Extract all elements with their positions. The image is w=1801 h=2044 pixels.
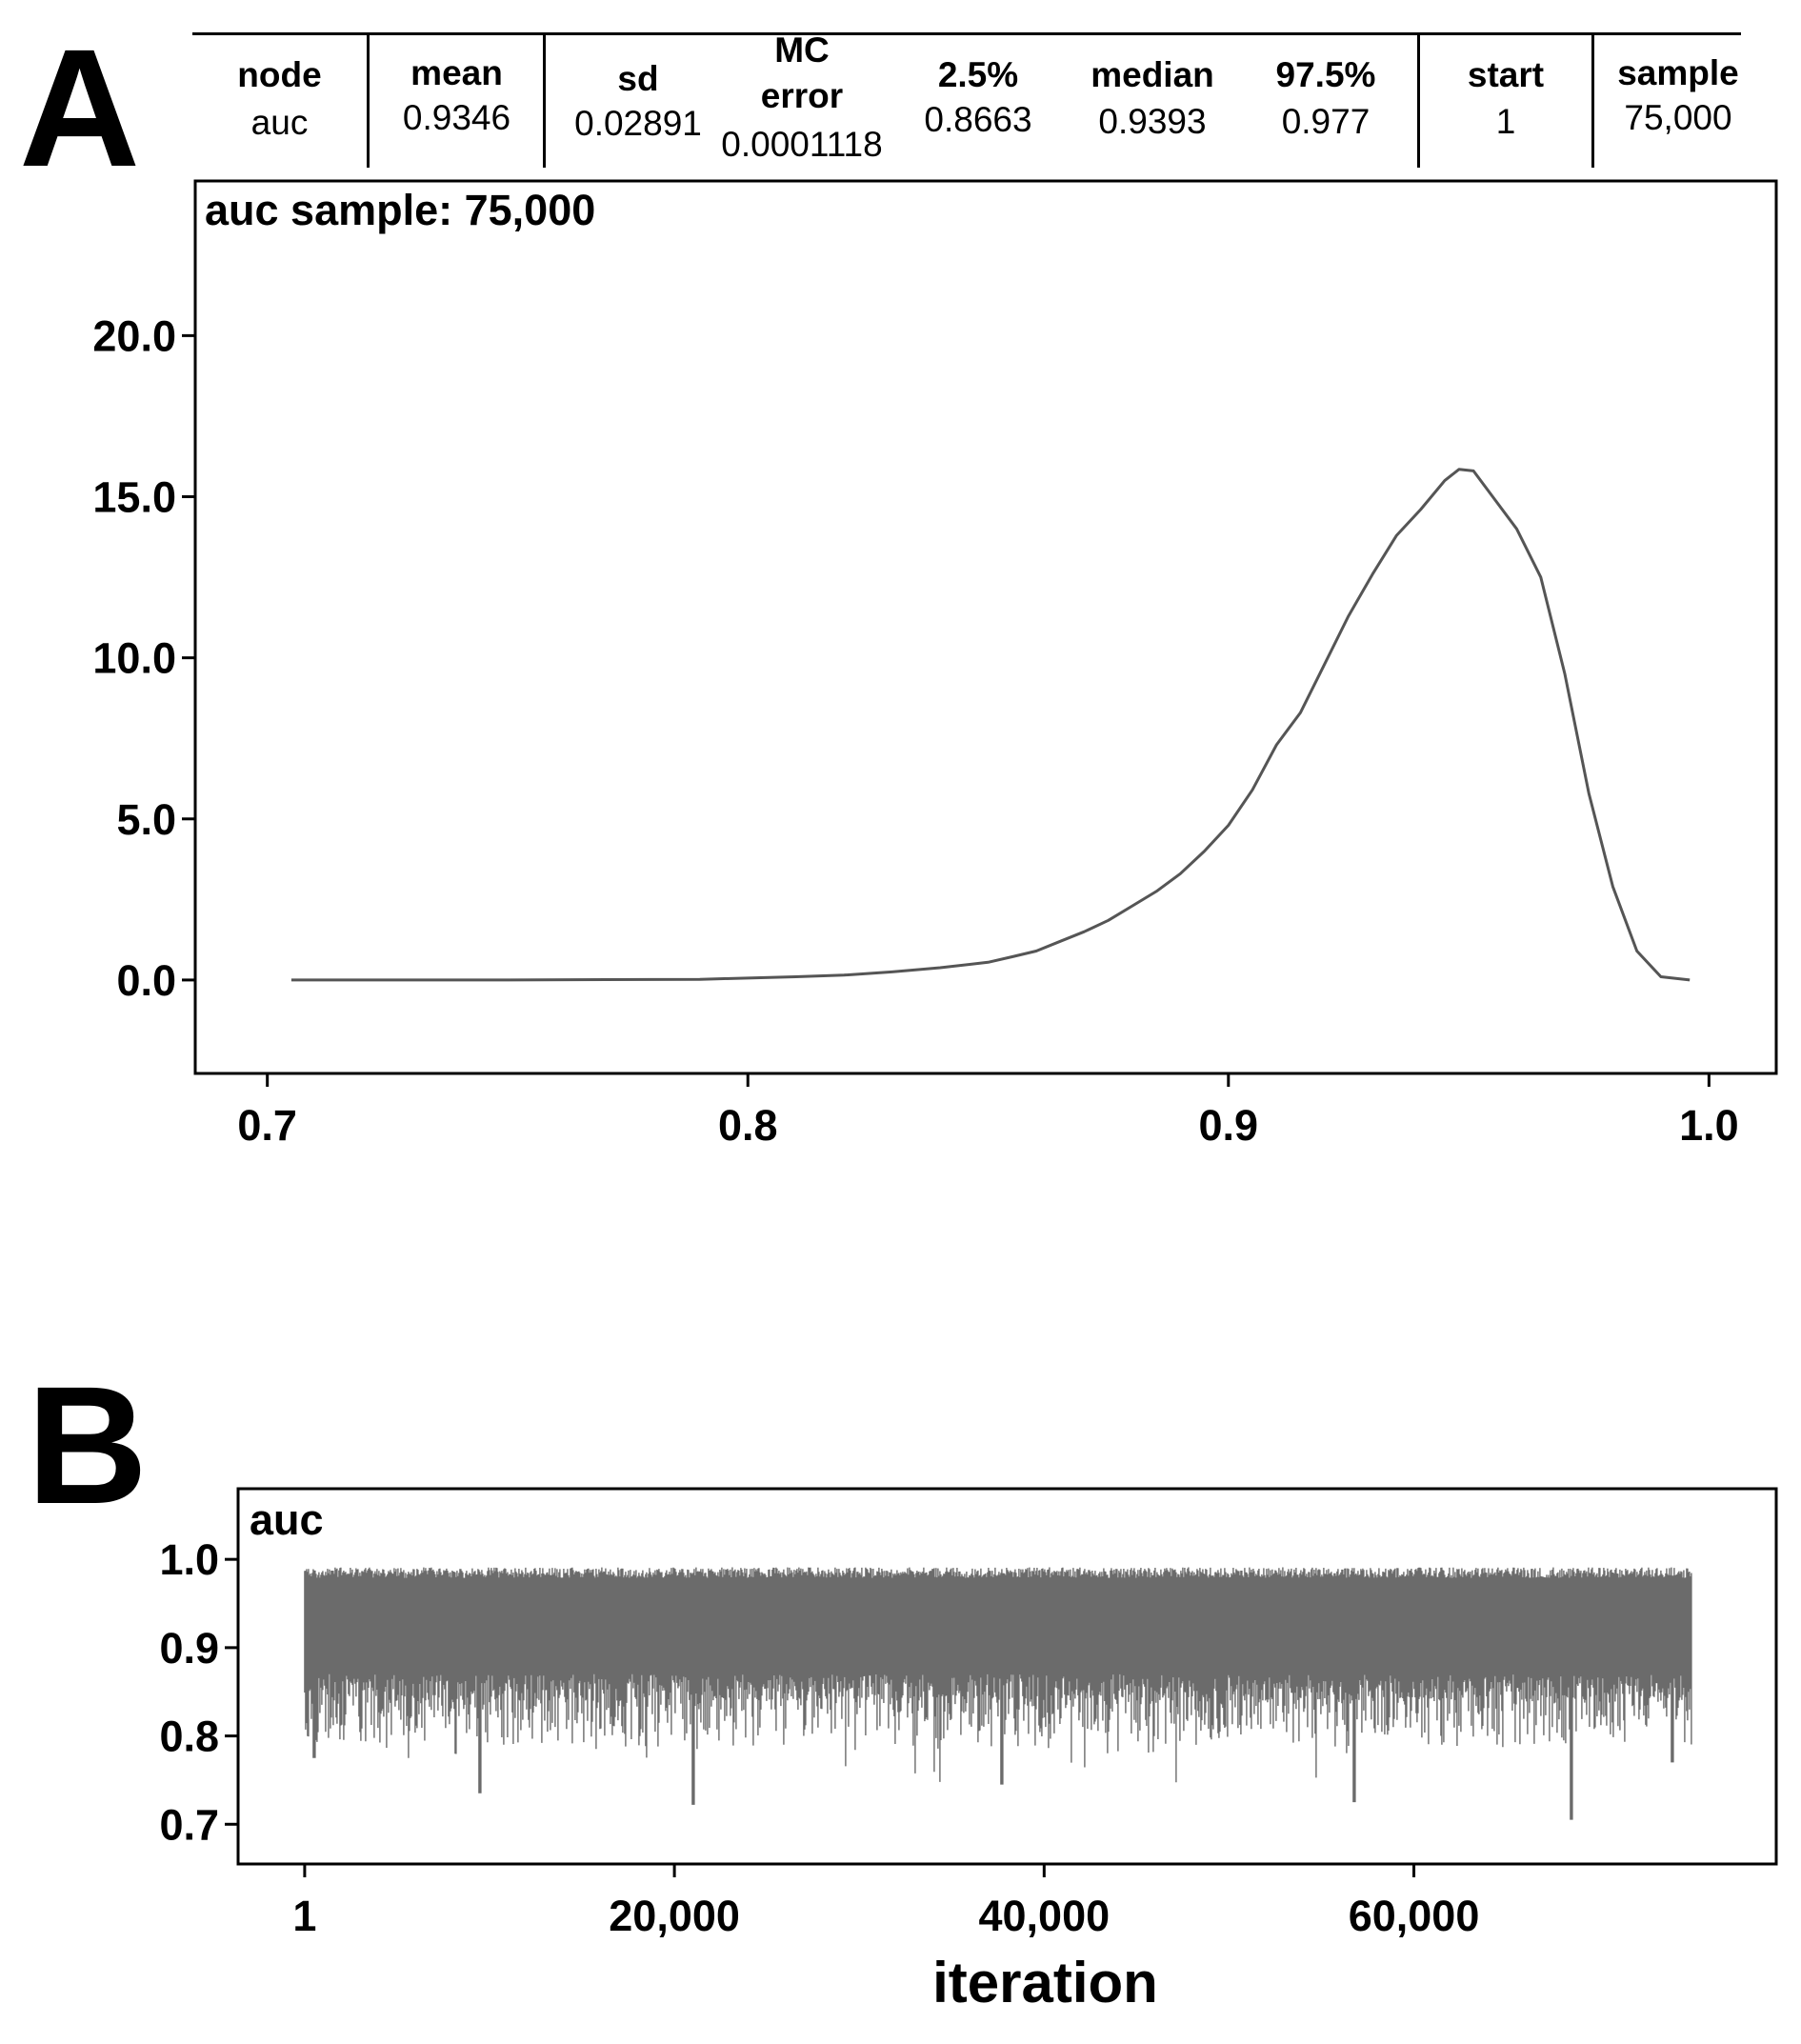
mean-value: 0.9346 — [402, 98, 511, 137]
mc-error-header-line-2: error — [760, 76, 844, 115]
y-tick-label: 0.0 — [116, 956, 176, 1005]
mean-column: mean 0.9346 — [370, 32, 544, 168]
x-tick-label: 40,000 — [979, 1892, 1111, 1940]
column-divider — [1591, 32, 1594, 168]
chart-title: auc sample: 75,000 — [205, 186, 595, 234]
density-chart: auc sample: 75,000 0.0 5.0 10.0 15.0 20.0 0.7 0… — [92, 179, 1778, 1150]
x-tick-label: 1 — [292, 1892, 316, 1940]
start-value: 1 — [1495, 102, 1516, 141]
column-divider — [543, 32, 546, 168]
median-header: median — [1091, 55, 1214, 94]
y-tick-label: 0.9 — [159, 1624, 219, 1673]
y-tick-label: 1.0 — [159, 1535, 219, 1584]
chart-title: auc — [250, 1495, 324, 1544]
quantile-97-5-column: 97.5% 0.977 — [1240, 32, 1411, 168]
x-tick-label: 60,000 — [1349, 1892, 1480, 1940]
quantile-2-5-value: 0.8663 — [924, 100, 1032, 139]
median-column: median 0.9393 — [1067, 32, 1238, 168]
plot-frame — [236, 1487, 1778, 1866]
x-tick-label: 0.9 — [1199, 1101, 1259, 1150]
start-column: start 1 — [1420, 32, 1591, 168]
quantile-2-5-header: 2.5% — [937, 55, 1019, 94]
quantile-2-5-column: 2.5% 0.8663 — [892, 32, 1064, 168]
node-header: node — [237, 55, 322, 94]
trace-series — [304, 1567, 1692, 1820]
panel-b-label: B — [27, 1353, 149, 1539]
panel-a-label: A — [19, 15, 141, 202]
sd-header: sd — [617, 59, 659, 98]
x-axis-label: iteration — [932, 1951, 1158, 2014]
mean-header: mean — [410, 53, 503, 92]
y-tick-label: 15.0 — [92, 473, 176, 522]
x-tick-label: 20,000 — [609, 1892, 740, 1940]
mc-error-column: MC error 0.0001118 — [707, 30, 897, 168]
sd-column: sd 0.02891 — [552, 32, 724, 168]
y-tick-label: 0.8 — [159, 1713, 219, 1761]
quantile-97-5-value: 0.977 — [1281, 102, 1371, 141]
start-header: start — [1467, 55, 1545, 94]
y-tick-label: 5.0 — [116, 795, 176, 844]
plot-frame — [193, 179, 1778, 1075]
node-column: node auc — [192, 32, 367, 168]
sd-value: 0.02891 — [574, 104, 702, 143]
quantile-97-5-header: 97.5% — [1275, 55, 1376, 94]
x-tick-label: 1.0 — [1679, 1101, 1739, 1150]
sample-column: sample 75,000 — [1594, 32, 1762, 168]
x-tick-label: 0.7 — [237, 1101, 297, 1150]
node-value: auc — [250, 103, 309, 142]
sample-value: 75,000 — [1624, 98, 1732, 137]
summary-statistics-table: node auc mean 0.9346 sd 0.02891 MC error… — [192, 30, 1741, 168]
x-tick-label: 0.8 — [718, 1101, 778, 1150]
y-tick-label: 0.7 — [159, 1800, 219, 1849]
median-value: 0.9393 — [1098, 102, 1207, 141]
column-divider — [367, 32, 370, 168]
mc-error-header-line-1: MC — [774, 30, 830, 70]
sample-header: sample — [1617, 53, 1739, 92]
table-top-border — [192, 32, 1741, 35]
y-tick-label: 10.0 — [92, 634, 176, 683]
density-line — [290, 468, 1691, 982]
mc-error-value: 0.0001118 — [721, 125, 883, 164]
y-tick-label: 20.0 — [92, 311, 176, 360]
column-divider — [1417, 32, 1420, 168]
